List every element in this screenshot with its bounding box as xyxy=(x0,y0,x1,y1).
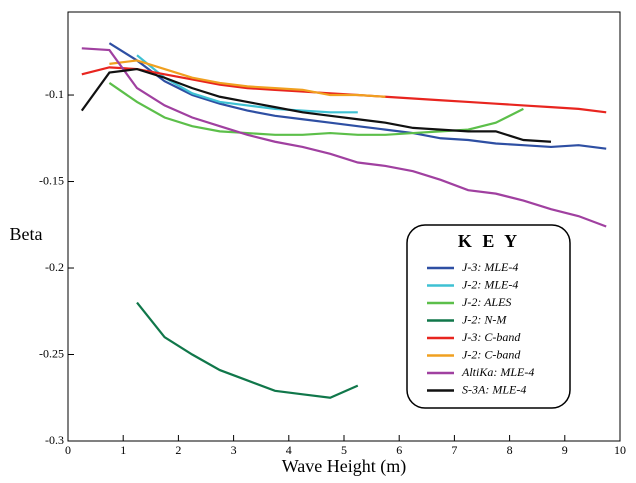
y-tick-label: -0.2 xyxy=(45,260,64,274)
x-tick-label: 10 xyxy=(614,443,626,457)
legend-label: J-2: ALES xyxy=(462,295,511,309)
legend-label: J-3: C-band xyxy=(462,330,521,344)
series-line xyxy=(81,66,607,114)
x-tick-label: 7 xyxy=(451,443,457,457)
x-tick-label: 1 xyxy=(120,443,126,457)
y-axis-label: Beta xyxy=(10,224,43,244)
y-tick-label: -0.3 xyxy=(45,433,64,447)
x-tick-label: 0 xyxy=(65,443,71,457)
series-line xyxy=(80,67,552,143)
y-tick-label: -0.1 xyxy=(45,87,64,101)
series-line xyxy=(81,47,607,228)
x-tick-label: 6 xyxy=(396,443,402,457)
x-tick-label: 2 xyxy=(175,443,181,457)
legend-title: K E Y xyxy=(458,231,520,251)
x-axis-label: Wave Height (m) xyxy=(282,456,407,477)
series-line xyxy=(136,54,358,114)
series-line xyxy=(108,42,607,150)
x-tick-label: 9 xyxy=(562,443,568,457)
legend-label: J-3: MLE-4 xyxy=(462,260,518,274)
y-tick-label: -0.15 xyxy=(39,173,64,187)
y-tick-label: -0.25 xyxy=(39,346,64,360)
series-line xyxy=(136,301,359,399)
legend-label: AltiKa: MLE-4 xyxy=(461,365,534,379)
x-tick-label: 4 xyxy=(286,443,292,457)
legend-label: J-2: C-band xyxy=(462,347,521,361)
legend-label: J-2: MLE-4 xyxy=(462,277,518,291)
series-line xyxy=(109,59,386,98)
x-tick-label: 8 xyxy=(507,443,513,457)
legend-label: J-2: N-M xyxy=(462,312,507,326)
x-tick-label: 5 xyxy=(341,443,347,457)
x-tick-label: 3 xyxy=(231,443,237,457)
legend-box xyxy=(406,224,571,409)
legend-label: S-3A: MLE-4 xyxy=(462,382,526,396)
